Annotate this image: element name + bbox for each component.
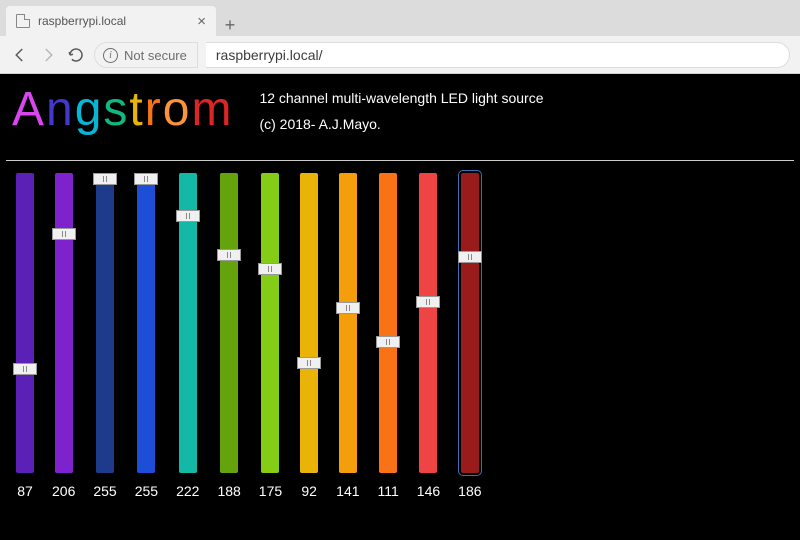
slider-track[interactable] [261, 173, 279, 473]
slider-value: 92 [301, 483, 317, 499]
forward-button[interactable] [38, 45, 58, 65]
page-subheader: 12 channel multi-wavelength LED light so… [259, 86, 543, 142]
slider-value: 206 [52, 483, 75, 499]
slider-row: 87 206 255 255 222 188 175 92 141 111 146 186 [6, 173, 794, 499]
channel-5: 188 [217, 173, 240, 499]
slider-thumb[interactable] [458, 251, 482, 263]
slider-value: 111 [378, 483, 399, 499]
close-tab-icon[interactable]: × [197, 14, 206, 29]
page-header: Angstrom 12 channel multi-wavelength LED… [6, 86, 794, 142]
slider-value: 146 [417, 483, 440, 499]
title-letter: n [46, 86, 75, 134]
reload-button[interactable] [66, 45, 86, 65]
info-icon: i [103, 48, 118, 63]
slider-track[interactable] [300, 173, 318, 473]
slider-track[interactable] [16, 173, 34, 473]
slider-value: 141 [336, 483, 359, 499]
slider-track[interactable] [96, 173, 114, 473]
title-letter: t [129, 86, 144, 134]
slider-track[interactable] [379, 173, 397, 473]
slider-track[interactable] [137, 173, 155, 473]
slider-track[interactable] [461, 173, 479, 473]
url-text: raspberrypi.local/ [216, 47, 323, 63]
slider-thumb[interactable] [258, 263, 282, 275]
security-chip[interactable]: i Not secure [94, 42, 198, 68]
page-title: Angstrom [12, 86, 233, 134]
divider [6, 160, 794, 161]
slider-value: 175 [259, 483, 282, 499]
channel-10: 146 [417, 173, 440, 499]
slider-value: 87 [17, 483, 33, 499]
slider-value: 188 [217, 483, 240, 499]
file-icon [16, 14, 30, 28]
slider-track[interactable] [220, 173, 238, 473]
channel-0: 87 [16, 173, 34, 499]
channel-7: 92 [300, 173, 318, 499]
title-letter: o [163, 86, 192, 134]
channel-2: 255 [93, 173, 116, 499]
slider-track[interactable] [339, 173, 357, 473]
slider-track[interactable] [419, 173, 437, 473]
slider-thumb[interactable] [336, 302, 360, 314]
channel-11: 186 [458, 173, 481, 499]
channel-8: 141 [336, 173, 359, 499]
address-bar: i Not secure raspberrypi.local/ [0, 36, 800, 74]
title-letter: r [145, 86, 163, 134]
title-letter: g [75, 86, 104, 134]
slider-value: 255 [135, 483, 158, 499]
copyright-text: (c) 2018- A.J.Mayo. [259, 116, 543, 132]
slider-track[interactable] [179, 173, 197, 473]
channel-4: 222 [176, 173, 199, 499]
slider-value: 222 [176, 483, 199, 499]
title-letter: A [12, 86, 46, 134]
back-button[interactable] [10, 45, 30, 65]
channel-1: 206 [52, 173, 75, 499]
channel-9: 111 [378, 173, 399, 499]
browser-tab[interactable]: raspberrypi.local × [6, 6, 216, 36]
slider-thumb[interactable] [297, 357, 321, 369]
subtitle-text: 12 channel multi-wavelength LED light so… [259, 90, 543, 106]
slider-thumb[interactable] [93, 173, 117, 185]
slider-track[interactable] [55, 173, 73, 473]
channel-6: 175 [259, 173, 282, 499]
new-tab-button[interactable]: + [216, 15, 244, 36]
slider-thumb[interactable] [13, 363, 37, 375]
slider-thumb[interactable] [52, 228, 76, 240]
page-body: Angstrom 12 channel multi-wavelength LED… [0, 74, 800, 540]
tab-bar: raspberrypi.local × + [0, 0, 800, 36]
url-field[interactable]: raspberrypi.local/ [206, 42, 790, 68]
tab-title: raspberrypi.local [38, 14, 126, 28]
slider-thumb[interactable] [134, 173, 158, 185]
title-letter: s [103, 86, 129, 134]
channel-3: 255 [135, 173, 158, 499]
browser-chrome: raspberrypi.local × + i Not secure raspb… [0, 0, 800, 74]
slider-thumb[interactable] [376, 336, 400, 348]
slider-thumb[interactable] [217, 249, 241, 261]
slider-thumb[interactable] [176, 210, 200, 222]
slider-value: 186 [458, 483, 481, 499]
slider-value: 255 [93, 483, 116, 499]
slider-thumb[interactable] [416, 296, 440, 308]
title-letter: m [191, 86, 233, 134]
security-label: Not secure [124, 48, 187, 63]
